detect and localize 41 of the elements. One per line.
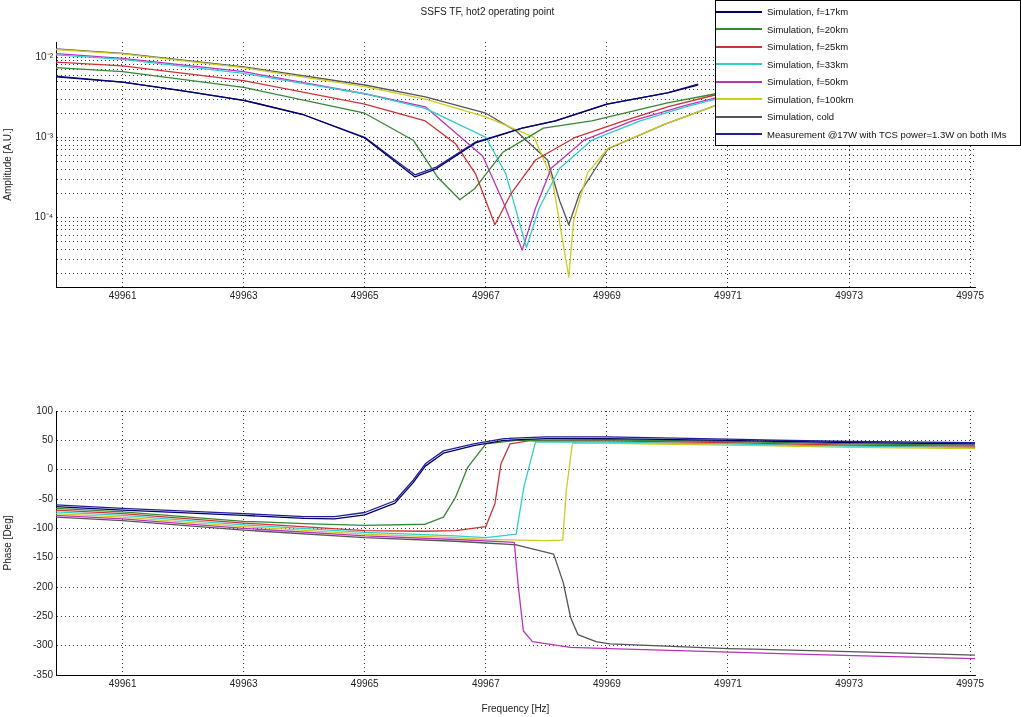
legend-label: Simulation, f=25km <box>767 41 849 53</box>
y-tick-label: -100 <box>32 522 54 534</box>
y-axis-title: Phase [Deg] <box>1 515 13 571</box>
x-tick-label: 49973 <box>835 677 864 689</box>
x-tick-label: 49967 <box>471 677 501 689</box>
legend-label: Simulation, f=17km <box>767 6 849 18</box>
x-tick-label: 49975 <box>956 289 985 301</box>
legend-label: Measurement @17W with TCS power=1.3W on both IMs <box>767 128 1007 140</box>
y-tick-label: 10⁻⁴ <box>34 211 53 223</box>
x-tick-label: 49969 <box>593 677 622 689</box>
y-tick-label: -350 <box>32 668 54 680</box>
y-tick-label: 50 <box>41 434 54 446</box>
x-tick-label: 49971 <box>714 289 743 301</box>
y-tick-label: 10⁻² <box>35 50 54 62</box>
legend-label: Simulation, f=100km <box>767 93 854 105</box>
legend-label: Simulation, f=50km <box>767 76 849 88</box>
y-tick-label: -50 <box>38 492 54 504</box>
x-tick-label: 49965 <box>350 677 380 689</box>
x-tick-label: 49963 <box>229 677 259 689</box>
x-tick-label: 49961 <box>108 677 137 689</box>
y-tick-label: -250 <box>32 610 54 622</box>
x-axis-title: Frequency [Hz] <box>481 702 550 714</box>
y-tick-label: -200 <box>32 580 54 592</box>
x-tick-label: 49963 <box>229 289 259 301</box>
y-tick-label: 10⁻³ <box>35 131 54 143</box>
y-tick-label: -300 <box>32 639 54 651</box>
x-tick-label: 49969 <box>593 289 622 301</box>
chart-title: SSFS TF, hot2 operating point <box>420 5 555 17</box>
y-tick-label: -150 <box>32 551 54 563</box>
y-tick-label: 0 <box>47 463 54 475</box>
x-tick-label: 49975 <box>956 677 985 689</box>
legend-label: Simulation, cold <box>767 111 835 123</box>
x-tick-label: 49973 <box>835 289 864 301</box>
legend-label: Simulation, f=33km <box>767 58 849 70</box>
x-tick-label: 49967 <box>471 289 501 301</box>
y-tick-label: 100 <box>36 404 54 416</box>
x-tick-label: 49971 <box>714 677 743 689</box>
legend-label: Simulation, f=20km <box>767 23 849 35</box>
y-axis-title: Amplitude [A.U.] <box>1 128 13 201</box>
x-tick-label: 49961 <box>108 289 137 301</box>
x-tick-label: 49965 <box>350 289 380 301</box>
